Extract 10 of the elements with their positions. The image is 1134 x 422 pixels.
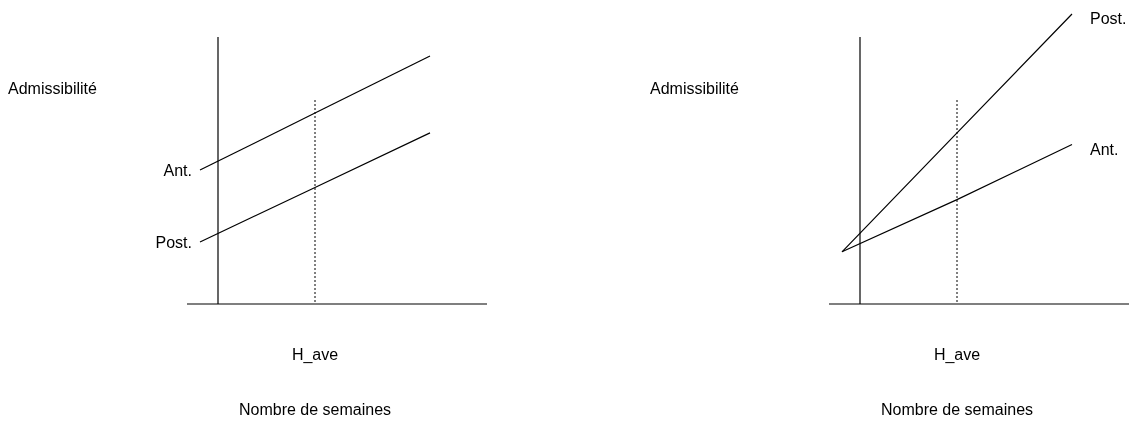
text: H_ave — [291, 346, 339, 363]
y-axis-title: Admissibilité — [650, 80, 740, 97]
x-axis-title: Nombre de semaines — [238, 401, 392, 418]
series-label: Post. — [1090, 10, 1127, 27]
text: H_ave — [933, 346, 981, 363]
series-label: Ant. — [163, 162, 192, 180]
series-label: Ant. — [1090, 140, 1119, 158]
x-axis-title: Nombre de semaines — [880, 401, 1034, 418]
series-label: Post. — [155, 234, 192, 251]
y-axis-title: Admissibilité — [8, 80, 98, 97]
